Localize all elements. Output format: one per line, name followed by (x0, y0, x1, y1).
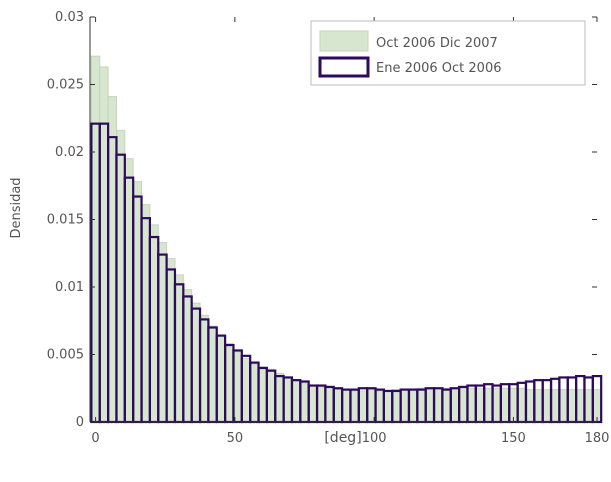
series-1-bar-42 (441, 387, 452, 423)
series-1-bar-47 (483, 387, 494, 423)
x-tick-label-4: 180 (585, 431, 610, 446)
legend-swatch-series-2 (318, 56, 370, 78)
legend: Oct 2006 Dic 2007 Ene 2006 Oct 2006 (310, 20, 586, 86)
series-1-bar-49 (500, 387, 510, 423)
series-1-bar-39 (416, 387, 427, 423)
x-tick-label-1: 50 (227, 431, 244, 446)
series-1-bar-31 (349, 390, 360, 423)
x-tick-label-0: 0 (91, 431, 99, 446)
series-1-bar-4 (124, 158, 134, 423)
series-1-bar-0 (90, 55, 101, 423)
series-1-bar-53 (533, 389, 544, 423)
series-1-bar-13 (199, 314, 209, 423)
series-1-bar-8 (157, 241, 168, 423)
series-1-bar-58 (575, 389, 585, 423)
series-1-bar-48 (492, 387, 502, 423)
series-1-bar-37 (400, 389, 410, 423)
series-1-bar-20 (258, 366, 268, 423)
series-1-bar-16 (224, 343, 234, 423)
series-1-bar-19 (249, 363, 260, 423)
series-1-bar-3 (115, 129, 126, 423)
series-1-bar-22 (274, 372, 285, 423)
series-1-bar-35 (383, 390, 393, 423)
series-1-bar-46 (475, 387, 485, 423)
series-1-bar-29 (333, 389, 343, 423)
series-1-bar-52 (525, 389, 535, 423)
x-axis-label: [deg] (324, 430, 361, 446)
series-1-bar-27 (316, 386, 326, 423)
series-1-bar-45 (466, 387, 477, 423)
series-1-bar-50 (508, 387, 519, 423)
y-tick-label-4: 0.02 (55, 145, 84, 160)
series-1-bar-36 (391, 389, 402, 423)
series-1-bar-1 (99, 66, 109, 423)
series-1-bar-15 (216, 335, 226, 423)
series-1-bar-23 (283, 376, 293, 423)
series-1-bar-5 (132, 181, 143, 423)
legend-label-series-2: Ene 2006 Oct 2006 (376, 61, 502, 76)
series-1-bar-2 (107, 96, 117, 423)
series-1-bar-10 (174, 274, 184, 423)
x-tick-label-3: 150 (501, 431, 526, 446)
axes: 0 50 100 150 180 0 0.005 0.01 0.015 0.02 0.025 0.03 (47, 10, 610, 446)
series-1-bar-21 (266, 368, 276, 423)
series-1-bar-59 (583, 389, 594, 423)
y-tick-label-2: 0.01 (55, 280, 84, 295)
y-tick-label-5: 0.025 (47, 78, 84, 93)
series-1-bar-26 (308, 385, 318, 423)
y-tick-label-6: 0.03 (55, 10, 84, 25)
x-tick-label-2: 100 (362, 431, 387, 446)
series-1-bar-54 (542, 389, 552, 423)
series-1-bar-51 (517, 387, 527, 423)
series-1-bar-55 (550, 389, 560, 423)
y-tick-label-1: 0.005 (47, 348, 84, 363)
series-1-bar-56 (558, 389, 569, 423)
series-1-bar-38 (408, 389, 418, 423)
y-tick-label-3: 0.015 (47, 213, 84, 228)
series-1-bar-12 (191, 302, 201, 423)
series-1-bar-57 (567, 389, 577, 423)
series-1-bar-18 (241, 358, 251, 423)
series-1-bar-24 (291, 379, 301, 423)
series-1-bar-14 (207, 325, 218, 423)
series-1-bar-9 (166, 258, 176, 423)
y-axis-label: Densidad (9, 177, 24, 238)
series-1-bar-41 (433, 387, 443, 423)
series-1-bar-30 (341, 389, 351, 423)
series-1-bar-11 (182, 289, 193, 423)
legend-label-series-1: Oct 2006 Dic 2007 (376, 36, 498, 51)
series-1-bar-25 (299, 382, 310, 423)
series-1-bar-17 (232, 351, 243, 423)
series-1-bar-32 (358, 390, 368, 423)
series-1-bar-40 (425, 387, 435, 423)
series-1-bar-7 (149, 224, 159, 423)
series-1-bar-44 (458, 387, 468, 423)
series-1-bar-28 (324, 387, 335, 423)
series-1-bar-43 (450, 387, 460, 423)
series-1-bar-6 (141, 204, 151, 423)
y-tick-label-0: 0 (76, 415, 84, 430)
legend-swatch-series-1 (319, 30, 369, 52)
series-1-bar-34 (375, 390, 385, 423)
